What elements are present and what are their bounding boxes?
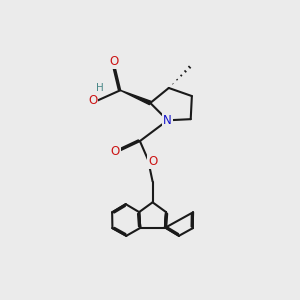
Text: H: H [96,83,104,93]
Polygon shape [120,90,151,105]
Text: O: O [88,94,98,107]
Text: N: N [163,114,172,127]
Text: O: O [110,56,119,68]
Text: O: O [148,155,157,168]
Text: O: O [110,145,120,158]
